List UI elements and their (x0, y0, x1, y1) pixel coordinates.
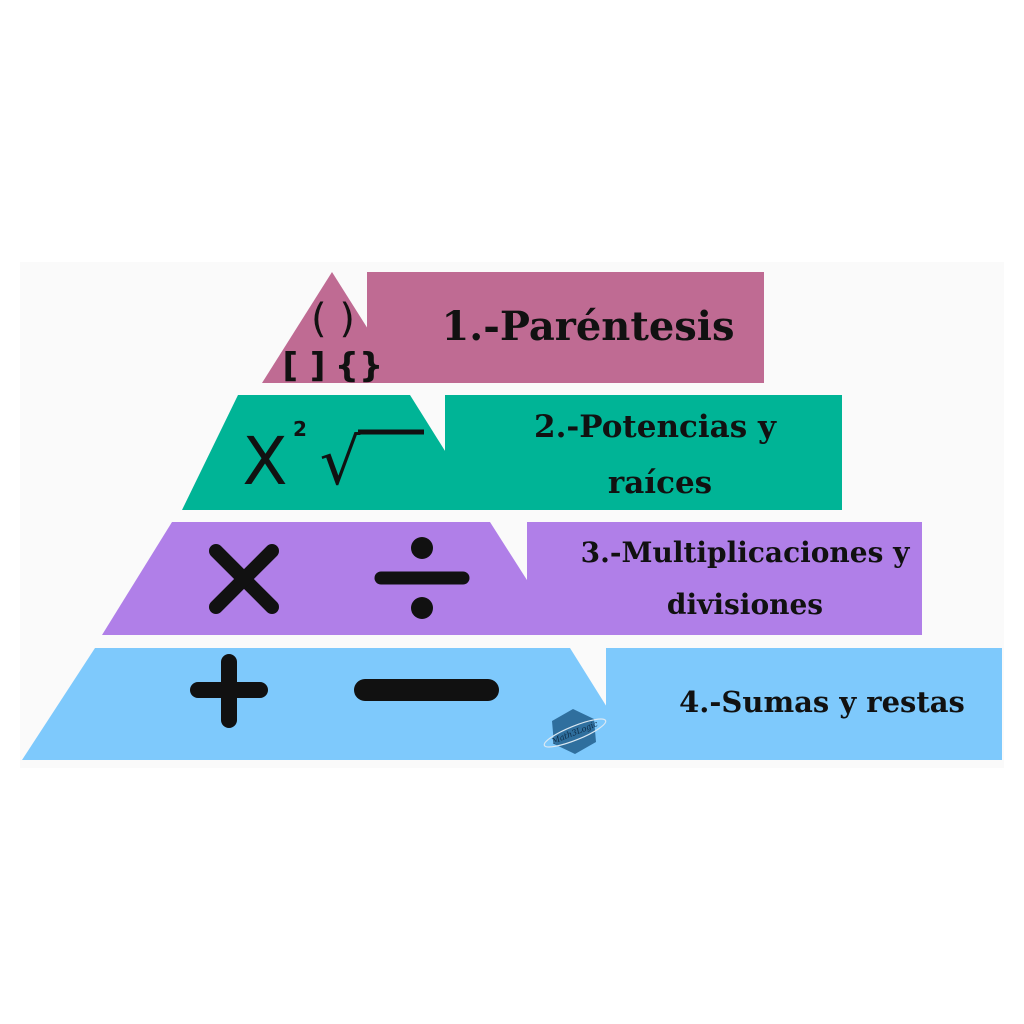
power-root-icon: X 2 √ (242, 417, 424, 500)
label-potencias-line2: raíces (608, 465, 712, 501)
minus-symbol-text: − (0, 0, 1, 1)
plus-symbol-text: + (0, 0, 1, 1)
square-brackets-icon: [ ] (283, 346, 326, 386)
square-root-icon: √ (320, 426, 361, 500)
math-logic-logo: Math3Logic (543, 709, 607, 754)
multiply-symbol-text: × (0, 0, 1, 1)
label-potencias-line1: 2.-Potencias y (534, 409, 777, 445)
grouping-symbols-icon: ( ) [ ] {} (283, 296, 384, 386)
label-band-3 (527, 522, 922, 635)
label-sumas-restas: 4.-Sumas y restas (679, 685, 965, 719)
label-band-4 (606, 648, 1002, 760)
minus-icon: − (0, 0, 499, 701)
curly-braces-icon: {} (335, 346, 383, 386)
label-multiplicaciones-line1: 3.-Multiplicaciones y (581, 536, 910, 569)
pyramid-tier-4 (22, 648, 640, 760)
label-band-1 (367, 272, 764, 383)
label-band-2 (445, 395, 842, 510)
divide-symbol-text: ÷ (0, 0, 1, 1)
multiply-icon: × (0, 0, 279, 614)
label-parentesis: 1.-Paréntesis (441, 303, 734, 350)
label-multiplicaciones-line2: divisiones (667, 588, 823, 621)
exponent-icon: 2 (293, 417, 307, 441)
plus-icon: + (0, 0, 268, 728)
divide-icon: ÷ (0, 0, 470, 619)
pyramid-tier-2 (182, 395, 482, 510)
parentheses-icon: ( ) (311, 296, 355, 342)
pyramid-tier-3 (102, 522, 562, 635)
x-base-icon: X (242, 423, 287, 500)
